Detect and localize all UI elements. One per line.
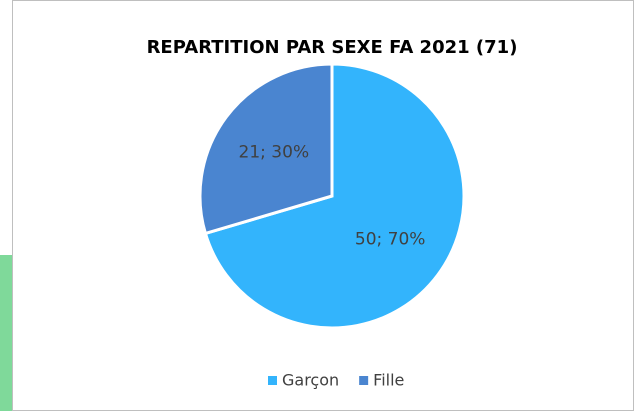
legend-swatch [359, 376, 369, 385]
pie-slice [203, 62, 466, 330]
legend-label: Fille [373, 371, 404, 390]
data-label: 21; 30% [239, 143, 310, 163]
data-label: 50; 70% [355, 229, 426, 249]
chart-title: REPARTITION PAR SEXE FA 2021 (71) [147, 37, 518, 58]
legend-label: Garçon [282, 371, 339, 390]
side-strip [0, 255, 12, 411]
legend-swatch [268, 376, 277, 385]
pie-slice [198, 62, 334, 236]
